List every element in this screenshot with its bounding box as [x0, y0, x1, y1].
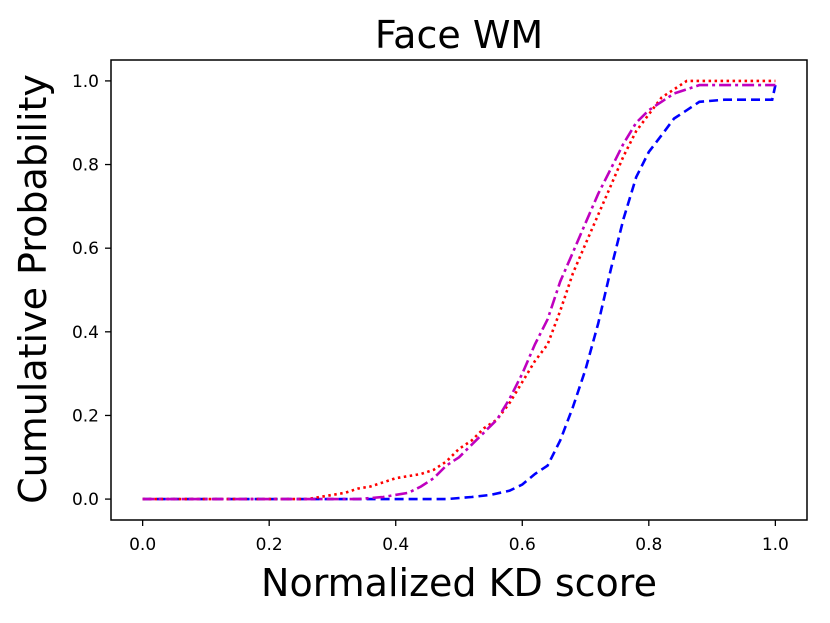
- x-tick-label: 0.0: [129, 535, 156, 555]
- y-tick-label: 0.4: [72, 323, 99, 343]
- plot-frame: [110, 59, 808, 521]
- x-tick-label: 0.6: [509, 535, 536, 555]
- x-tick-label: 0.2: [256, 535, 283, 555]
- x-tick-label: 1.0: [762, 535, 789, 555]
- y-tick-label: 0.6: [72, 239, 99, 259]
- y-tick-label: 0.8: [72, 156, 99, 176]
- series-line-2: [142, 79, 776, 501]
- y-tick-label: 0.0: [72, 490, 99, 510]
- y-tick-label: 1.0: [72, 72, 99, 92]
- series-layer: [142, 79, 777, 501]
- x-tick-label: 0.4: [382, 535, 409, 555]
- x-tick-label: 0.8: [635, 535, 662, 555]
- y-tick-label: 0.2: [72, 406, 99, 426]
- y-axis-label: Cumulative Probability: [11, 74, 55, 504]
- series-line-1: [142, 84, 777, 501]
- x-axis-label: Normalized KD score: [261, 561, 657, 605]
- axes-layer: 0.0 0.2 0.4 0.6 0.8 1.0 0.0 0.2 0.4 0.6 0.8 1.0: [72, 59, 808, 555]
- series-line-3: [142, 83, 776, 501]
- chart-title: Face WM: [375, 13, 543, 57]
